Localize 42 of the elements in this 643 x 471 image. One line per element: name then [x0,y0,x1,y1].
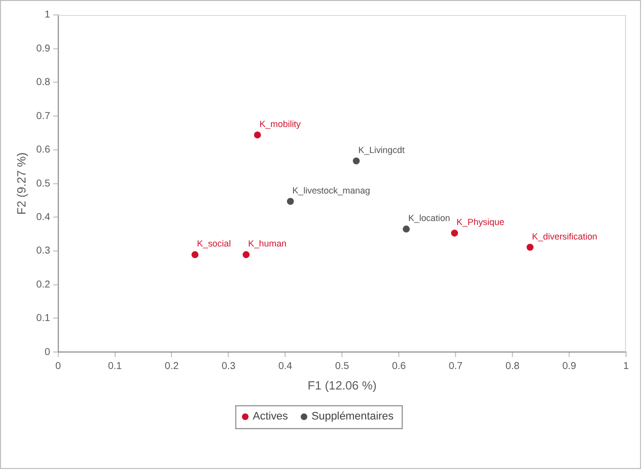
y-tick-label: 0.6 [36,144,51,156]
point [242,251,250,258]
x-tick-label: 0.1 [108,360,122,372]
point [451,230,458,237]
x-tick-label: 0.4 [278,360,293,372]
x-tick-label: 0.7 [448,360,464,372]
legend-label: Actives [252,410,289,423]
annotation: K_social [196,238,231,249]
y-tick-label: 0.7 [36,110,51,122]
x-tick-label: 0.9 [562,360,577,372]
x-tick-label: 0.2 [164,360,180,372]
x-tick-label: 0.5 [335,360,350,372]
annotation: K_mobility [259,118,302,129]
point [286,198,294,205]
y-tick-label: 0.4 [36,212,51,223]
y-tick-label: 0.5 [36,178,51,190]
x-tick-label: 1 [623,360,630,372]
annotation: K_Physique [456,217,504,228]
annotation: K_human [248,238,286,249]
x-tick-label: 0 [55,360,62,372]
y-tick-label: 0.2 [36,279,51,290]
annotation: K_livestock_manag [292,185,370,196]
y-axis-title: F2 (9.27 %) [14,152,28,215]
legend-label: Supplémentaires [311,410,394,423]
annotation: K_location [408,213,450,224]
x-axis-title: F1 (12.06 %) [308,378,377,392]
x-tick-label: 0.6 [392,360,406,372]
point [402,226,410,233]
annotation: K_diversification [532,231,598,242]
point [352,157,360,164]
y-tick-label: 0.9 [36,43,51,54]
x-tick-label: 0.8 [506,360,520,372]
point [254,131,261,138]
annotation: K_Livingcdt [358,144,406,155]
y-tick-label: 0.1 [36,313,51,324]
point [526,244,534,251]
y-tick-label: 1 [44,10,51,21]
y-tick-label: 0.8 [36,77,51,88]
x-tick-label: 0.3 [222,360,236,372]
y-tick-label: 0.3 [36,246,51,257]
point [192,251,198,258]
y-tick-label: 0 [44,346,51,358]
